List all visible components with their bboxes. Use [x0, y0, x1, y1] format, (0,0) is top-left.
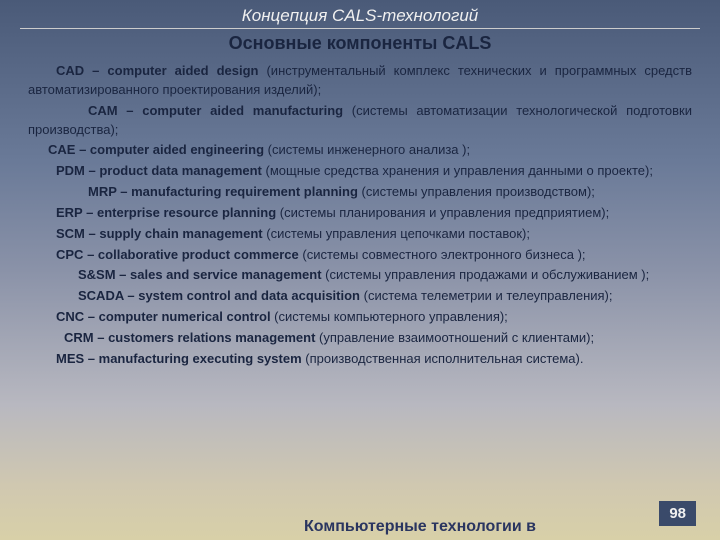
description: (системы управления цепочками поставок);: [263, 226, 530, 241]
component-entry: CAM – computer aided manufacturing (сист…: [28, 102, 692, 140]
page-number: 98: [659, 501, 696, 526]
separator: –: [83, 247, 97, 262]
full-name: system control and data acquisition: [138, 288, 360, 303]
full-name: computer aided engineering: [90, 142, 264, 157]
abbr: SCADA: [78, 288, 124, 303]
full-name: sales and service management: [130, 267, 322, 282]
description: (системы совместного электронного бизнес…: [299, 247, 586, 262]
description: (системы управления продажами и обслужив…: [322, 267, 650, 282]
separator: –: [84, 309, 98, 324]
component-entry: S&SM – sales and service management (сис…: [28, 266, 692, 285]
description: (управление взаимоотношений с клиентами)…: [315, 330, 594, 345]
full-name: computer numerical control: [99, 309, 271, 324]
description: (мощные средства хранения и управления д…: [262, 163, 653, 178]
description: (производственная исполнительная система…: [302, 351, 584, 366]
separator: –: [118, 103, 143, 118]
full-name: product data management: [99, 163, 262, 178]
component-entry: SCADA – system control and data acquisit…: [28, 287, 692, 306]
abbr: S&SM: [78, 267, 116, 282]
component-entry: MES – manufacturing executing system (пр…: [28, 350, 692, 369]
description: (система телеметрии и телеуправления);: [360, 288, 613, 303]
component-entry: CPC – collaborative product commerce (си…: [28, 246, 692, 265]
abbr: MES: [56, 351, 84, 366]
component-entry: CAE – computer aided engineering (систем…: [28, 141, 692, 160]
abbr: CRM: [64, 330, 94, 345]
separator: –: [75, 142, 89, 157]
component-entry: MRP – manufacturing requirement planning…: [28, 183, 692, 202]
full-name: computer aided manufacturing: [142, 103, 343, 118]
description: (системы инженерного анализа );: [264, 142, 470, 157]
separator: –: [124, 288, 138, 303]
abbr: SCM: [56, 226, 85, 241]
description: (системы планирования и управления предп…: [276, 205, 609, 220]
component-entry: SCM – supply chain management (системы у…: [28, 225, 692, 244]
content-body: СAD – computer aided design (инструмента…: [0, 62, 720, 369]
component-entry: ERP – enterprise resource planning (сист…: [28, 204, 692, 223]
full-name: manufacturing requirement planning: [131, 184, 358, 199]
slide-title: Основные компоненты CALS: [0, 33, 720, 54]
component-entry: CNC – computer numerical control (систем…: [28, 308, 692, 327]
abbr: MRP: [88, 184, 117, 199]
full-name: enterprise resource planning: [97, 205, 276, 220]
abbr: CAM: [88, 103, 118, 118]
abbr: СAD: [56, 63, 84, 78]
component-entry: PDM – product data management (мощные ср…: [28, 162, 692, 181]
description: (системы управления производством);: [358, 184, 595, 199]
slide-header: Концепция CALS-технологий: [0, 0, 720, 28]
abbr: CNC: [56, 309, 84, 324]
footer: Компьютерные технологии в: [0, 518, 720, 536]
separator: –: [84, 351, 98, 366]
separator: –: [83, 205, 97, 220]
separator: –: [94, 330, 108, 345]
separator: –: [85, 226, 99, 241]
full-name: supply chain management: [99, 226, 262, 241]
full-name: manufacturing executing system: [99, 351, 302, 366]
component-entry: CRM – customers relations management (уп…: [28, 329, 692, 348]
full-name: computer aided design: [107, 63, 258, 78]
separator: –: [84, 63, 107, 78]
divider-line: [20, 28, 700, 29]
abbr: CAE: [48, 142, 75, 157]
footer-text: Компьютерные технологии в: [304, 518, 536, 536]
abbr: ERP: [56, 205, 83, 220]
full-name: collaborative product commerce: [98, 247, 299, 262]
separator: –: [116, 267, 130, 282]
abbr: PDM: [56, 163, 85, 178]
component-entry: СAD – computer aided design (инструмента…: [28, 62, 692, 100]
separator: –: [85, 163, 99, 178]
full-name: customers relations management: [108, 330, 315, 345]
description: (системы компьютерного управления);: [271, 309, 508, 324]
abbr: CPC: [56, 247, 83, 262]
separator: –: [117, 184, 131, 199]
